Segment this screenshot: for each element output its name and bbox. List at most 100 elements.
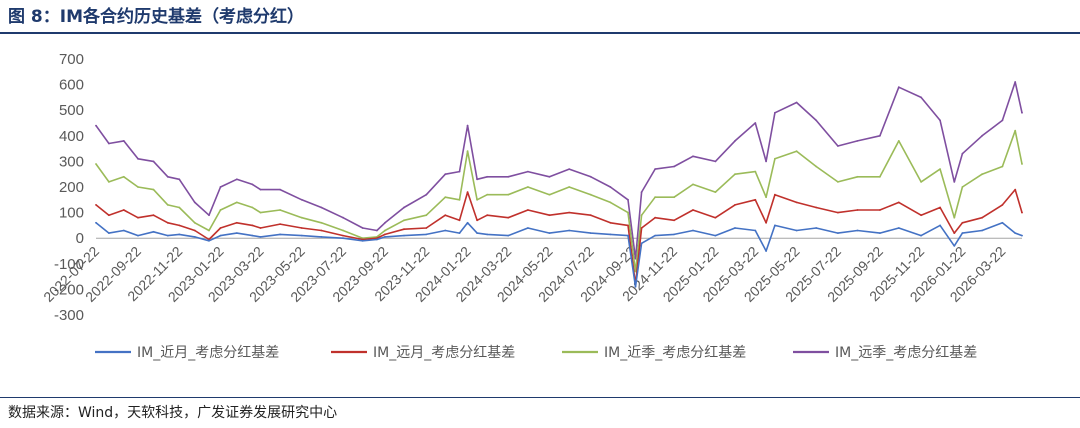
data-point	[178, 178, 181, 181]
data-point	[122, 140, 125, 142]
data-point	[1021, 211, 1023, 214]
data-point	[939, 206, 941, 209]
data-point	[1001, 165, 1004, 168]
data-point	[137, 157, 139, 160]
data-point	[634, 285, 637, 288]
y-tick-label: -300	[54, 307, 84, 324]
data-point	[589, 214, 592, 217]
data-point	[765, 196, 767, 199]
data-point	[458, 232, 461, 235]
data-point	[548, 214, 551, 217]
data-point	[634, 257, 637, 260]
y-tick-label: 600	[59, 77, 84, 94]
data-point	[342, 234, 344, 237]
data-point	[527, 209, 529, 211]
data-point	[640, 191, 643, 194]
data-point	[953, 232, 956, 235]
data-point	[403, 219, 405, 222]
data-point	[466, 150, 469, 153]
data-point	[774, 193, 776, 196]
data-point	[361, 239, 364, 242]
data-point	[95, 124, 97, 127]
data-point	[673, 196, 675, 199]
data-point	[320, 221, 323, 224]
data-point	[527, 170, 529, 173]
data-point	[856, 140, 859, 142]
data-point	[734, 227, 736, 229]
data-point	[589, 232, 592, 235]
data-point	[108, 214, 110, 217]
data-point	[837, 181, 839, 183]
y-axis: -300 -200 -100 0 100 200 300 400 500 600 700	[54, 51, 84, 324]
data-point	[774, 111, 776, 114]
data-point	[507, 216, 510, 219]
data-point	[300, 234, 303, 237]
data-point	[981, 229, 983, 232]
data-point	[259, 227, 262, 229]
data-point	[476, 198, 478, 201]
data-point	[300, 227, 303, 229]
data-point	[673, 233, 675, 236]
data-point	[879, 232, 881, 235]
data-point	[1001, 119, 1004, 122]
data-point	[815, 165, 818, 168]
data-point	[458, 198, 461, 201]
data-point	[320, 236, 323, 238]
data-point	[219, 186, 222, 188]
data-point	[692, 183, 694, 186]
data-point	[444, 229, 447, 232]
y-tick-label: -100	[54, 256, 84, 273]
data-point	[152, 160, 155, 163]
data-point	[568, 229, 571, 232]
data-point	[193, 201, 196, 204]
data-point	[403, 228, 405, 231]
data-point	[920, 181, 922, 183]
data-point	[166, 234, 169, 237]
series-line-4	[95, 81, 1023, 260]
data-point	[568, 168, 571, 171]
data-point	[981, 134, 983, 137]
data-point	[342, 237, 344, 240]
data-point	[507, 234, 510, 237]
data-point	[734, 173, 736, 176]
data-point	[879, 175, 881, 178]
data-point	[879, 209, 881, 211]
data-point	[279, 233, 281, 236]
data-point	[384, 229, 386, 232]
data-point	[765, 221, 767, 224]
data-point	[1001, 204, 1004, 206]
data-point	[342, 216, 344, 219]
y-tick-label: -200	[54, 281, 84, 298]
data-point	[837, 232, 839, 235]
y-tick-label: 0	[76, 230, 84, 247]
data-point	[208, 239, 210, 242]
series-line-3	[95, 129, 1023, 273]
data-point	[251, 234, 254, 237]
figure-title: 图 8：IM各合约历史基差（考虑分红）	[8, 7, 304, 27]
data-point	[476, 232, 478, 235]
data-point	[609, 201, 612, 204]
data-point	[754, 229, 757, 232]
data-point	[527, 227, 529, 229]
data-point	[444, 196, 447, 199]
data-point	[486, 233, 489, 236]
data-point	[714, 160, 717, 163]
data-point	[193, 221, 196, 224]
series-line-2	[95, 188, 1023, 286]
data-point	[953, 181, 956, 183]
data-point	[961, 186, 964, 188]
data-point	[95, 204, 97, 206]
data-point	[897, 86, 900, 89]
y-tick-label: 700	[59, 51, 84, 68]
data-point	[122, 209, 125, 211]
data-point	[609, 221, 612, 224]
data-point	[609, 186, 612, 188]
data-point	[425, 233, 428, 236]
data-point	[152, 230, 155, 233]
data-point	[879, 134, 881, 137]
data-point	[939, 119, 941, 122]
data-point	[251, 224, 254, 227]
data-point	[178, 206, 181, 209]
data-point	[589, 193, 592, 196]
data-point	[259, 211, 262, 214]
